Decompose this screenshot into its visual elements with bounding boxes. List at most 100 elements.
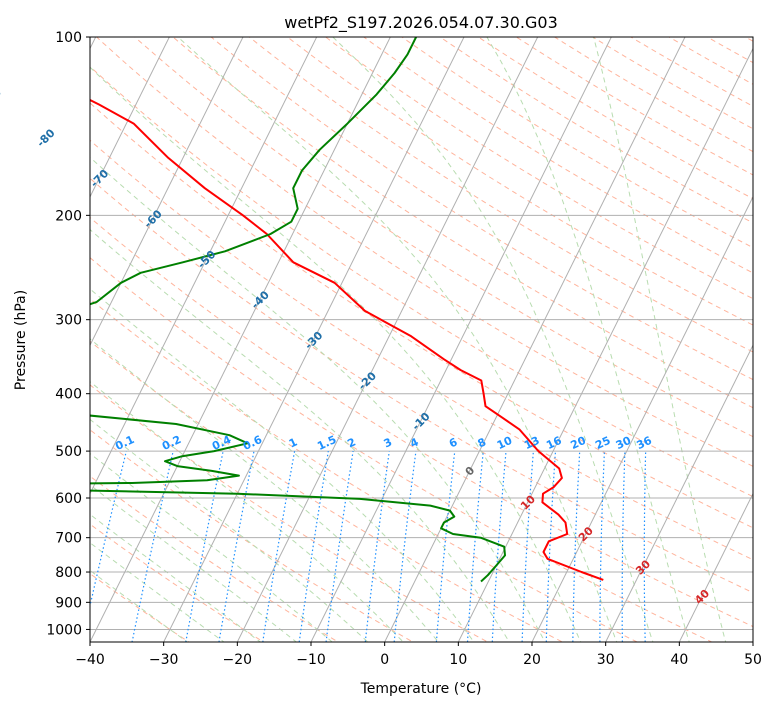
y-tick-label: 300	[55, 313, 82, 329]
moist-adiabat	[90, 452, 333, 642]
isotherm-line	[236, 37, 539, 642]
data-layer	[90, 37, 604, 583]
x-tick-label: −20	[223, 652, 253, 668]
mixing-ratio-line	[298, 451, 329, 642]
isotherm-label: -40	[249, 288, 272, 311]
y-tick-label: 900	[55, 595, 82, 611]
mixing-ratio-label: 0.6	[241, 433, 264, 453]
grid-layer	[90, 11, 775, 654]
dewpoint-profile	[90, 37, 506, 583]
moist-adiabat	[90, 338, 440, 642]
mixing-ratio-label: 0.2	[160, 433, 183, 453]
isotherm-line	[384, 37, 686, 642]
mixing-ratio-label: 36	[635, 434, 655, 452]
isotherm-label: 30	[633, 557, 653, 577]
mixing-ratio-label: 30	[614, 434, 634, 452]
mixing-ratio-label: 16	[544, 434, 564, 452]
isotherm-label: 20	[576, 524, 596, 544]
isotherm-line	[90, 37, 170, 198]
x-tick-label: 50	[744, 652, 762, 668]
mixing-ratio-label: 10	[495, 434, 515, 452]
x-tick-label: 0	[380, 652, 389, 668]
dry-adiabat	[90, 257, 713, 642]
dry-adiabat	[629, 37, 753, 107]
moist-adiabat	[90, 228, 510, 642]
dry-adiabat	[706, 37, 753, 64]
isotherm-line	[163, 37, 465, 642]
isotherm-line	[678, 492, 753, 642]
x-axis-label: Temperature (°C)	[360, 681, 482, 697]
mixing-ratio-line	[621, 451, 626, 642]
mixing-ratio-label: 25	[593, 434, 612, 452]
isotherm-label: -50	[195, 248, 218, 271]
dry-adiabat	[95, 37, 753, 467]
y-tick-label: 600	[55, 491, 82, 507]
mixing-ratio-label: 2	[345, 435, 357, 450]
mixing-ratio-line	[218, 450, 255, 642]
mixing-ratio-line	[90, 450, 127, 609]
mixing-ratio-line	[491, 451, 507, 642]
mixing-ratio-label: 0.1	[113, 433, 136, 453]
mixing-ratio-label: 13	[522, 434, 541, 452]
moist-adiabat	[90, 288, 475, 642]
mixing-ratio-line	[572, 451, 581, 642]
dry-adiabat	[90, 384, 489, 642]
dry-adiabat	[172, 37, 753, 409]
isotherm-line	[605, 344, 753, 642]
y-axis-label: Pressure (hPa)	[13, 290, 29, 390]
dry-adiabat	[134, 37, 753, 438]
isotherm-label: -30	[302, 329, 325, 352]
mixing-ratio-label: 3	[382, 435, 394, 450]
plot-frame	[89, 36, 754, 643]
mixing-ratio-line	[131, 450, 174, 642]
moist-adiabat	[593, 37, 727, 642]
isotherm-line	[90, 37, 318, 495]
dry-adiabat	[210, 37, 753, 381]
mixing-ratio-line	[466, 451, 484, 642]
dry-adiabat	[744, 37, 753, 42]
isotherm-label: -90	[0, 86, 4, 109]
dry-adiabat	[286, 37, 753, 326]
dry-adiabat	[90, 523, 265, 642]
mixing-ratio-label: 4	[408, 435, 421, 450]
mixing-ratio-line	[262, 450, 296, 642]
moist-adiabat	[177, 37, 618, 642]
dry-adiabat	[362, 37, 753, 274]
isotherm-label: -60	[142, 207, 165, 230]
chart-title: wetPf2_S197.2026.054.07.30.G03	[284, 13, 558, 33]
mixing-ratio-line	[599, 451, 605, 642]
moist-adiabat	[90, 381, 404, 642]
y-tick-label: 100	[55, 30, 82, 46]
isotherm-label: 0	[463, 464, 478, 479]
dry-adiabat	[248, 37, 753, 353]
y-tick-label: 700	[55, 531, 82, 547]
x-tick-label: 20	[523, 652, 541, 668]
y-tick-label: 200	[55, 208, 82, 224]
isotherm-label: -20	[356, 369, 379, 392]
mixing-ratio-line	[393, 451, 417, 642]
moist-adiabat	[486, 37, 690, 642]
x-tick-label: −10	[296, 652, 326, 668]
x-tick-label: −30	[149, 652, 179, 668]
isotherm-line	[90, 37, 391, 642]
x-tick-label: 10	[449, 652, 467, 668]
moist-adiabat	[90, 513, 262, 642]
x-tick-label: 40	[670, 652, 688, 668]
mixing-ratio-line	[325, 451, 354, 642]
dry-adiabat	[477, 37, 753, 200]
dry-adiabat	[439, 37, 753, 224]
moist-adiabat	[90, 569, 189, 642]
mixing-ratio-line	[364, 451, 390, 642]
dry-adiabat	[737, 11, 775, 654]
isotherm-line	[310, 37, 612, 642]
isotherm-line	[752, 640, 753, 642]
mixing-ratio-line	[435, 451, 456, 642]
dry-adiabat	[90, 429, 414, 642]
isotherm-line	[90, 37, 244, 347]
label-layer: 0.10.20.40.611.52346810131620253036-100-…	[0, 86, 712, 607]
dry-adiabat	[90, 65, 753, 498]
moist-adiabat	[90, 418, 369, 642]
y-tick-label: 500	[55, 444, 82, 460]
isotherm-line	[531, 195, 753, 642]
